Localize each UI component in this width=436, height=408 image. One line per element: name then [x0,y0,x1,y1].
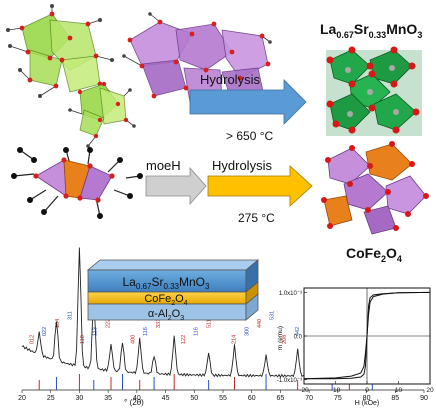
xrd-peak-label: 331 [156,319,162,328]
hydrolysis-arrow-low-temp: moeH Hydrolysis 275 °C [145,158,313,225]
xrd-tick-label: 90 [420,395,428,402]
mh-y-tick-label: 0.0 [294,335,303,341]
hydrolysis-arrow-high-temp: Hydrolysis > 650 °C [189,72,307,143]
xrd-tick-label: 25 [47,395,55,402]
xrd-peak-label: 300 [244,327,250,336]
xrd-tick-label: 35 [104,395,112,402]
arrow-top-condition: > 650 °C [226,129,273,143]
xrd-tick-label: 75 [334,395,342,402]
xrd-peak-label: 208 [282,335,288,344]
xrd-tick-label: 30 [76,395,84,402]
xrd-tick-label: 55 [219,395,227,402]
layer-substrate-label: α-Al2O3 [148,308,184,322]
mh-y-tick-label: 1.0x10⁻³ [279,291,302,297]
mh-x-tick-label: 20 [426,387,434,394]
mh-x-tick-label: 0 [365,387,369,394]
mh-x-tick-label: -20 [299,387,309,394]
xrd-tick-label: 20 [18,395,26,402]
green-cluster-small [68,81,136,148]
spinel-formula: CoFe2O4 [346,245,402,264]
arrow-mid-condition: 275 °C [238,211,275,225]
arrow-top-label: Hydrolysis [200,72,260,87]
xrd-peak-label: 104 [55,319,61,328]
xrd-tick-label: 45 [162,395,170,402]
xrd-peak-label: 400 [131,335,137,344]
xrd-peak-label: 511 [206,319,212,328]
green-cluster-large [6,4,114,98]
perovskite-formula: La0.67Sr0.33MnO3 [320,21,422,40]
xrd-tick-label: 40 [133,395,141,402]
xrd-peak-label: 311 [67,311,73,320]
xrd-peak-label: 214 [232,335,238,344]
arrow-mid-reagent: moeH [146,158,181,173]
xrd-peak-label: 116 [143,327,149,336]
xrd-peak-label: 440 [257,319,263,328]
mh-x-tick-label: 10 [395,387,403,394]
layer-lsmo-label: La0.67Sr0.33MnO3 [123,275,211,291]
mh-descending-branch [304,291,431,380]
mh-x-tick-label: -10 [331,387,341,394]
xrd-tick-label: 85 [391,395,399,402]
xrd-tick-label: 65 [277,395,285,402]
xrd-peak-label: 022 [42,327,48,336]
xrd-tick-label: 50 [190,395,198,402]
xrd-tick-label: 60 [248,395,256,402]
xrd-peak-label: 531 [270,311,276,320]
perovskite-crystal [326,46,422,136]
mh-chart: 1.0x10⁻³0.0-1.0x10⁻³-20 -10 0 10 20 m (emu) … [277,287,434,407]
xrd-peak-label: 122 [181,335,187,344]
xrd-peak-label: 110 [80,335,86,344]
xrd-tick-label: 80 [363,395,371,402]
xrd-peak-label: 442 [295,327,301,336]
xrd-peak-label: 012 [29,335,35,344]
xrd-x-label: ° (2θ) [124,398,144,407]
mh-y-tick-label: -1.0x10⁻³ [277,378,302,384]
film-stack: La0.67Sr0.33MnO3 CoFe2O4 α-Al2O3 [86,259,260,322]
xrd-tick-label: 70 [305,395,313,402]
spinel-crystal [321,141,429,235]
xrd-peak-label: 222 [105,319,111,328]
mh-y-label: m (emu) [277,326,284,350]
mh-x-label: H (kOe) [355,400,380,407]
xrd-peak-label: 116 [194,327,200,336]
heterometallic-molecule [11,147,143,219]
layer-cfo-label: CoFe2O4 [144,293,187,307]
arrow-mid-label: Hydrolysis [212,158,272,173]
